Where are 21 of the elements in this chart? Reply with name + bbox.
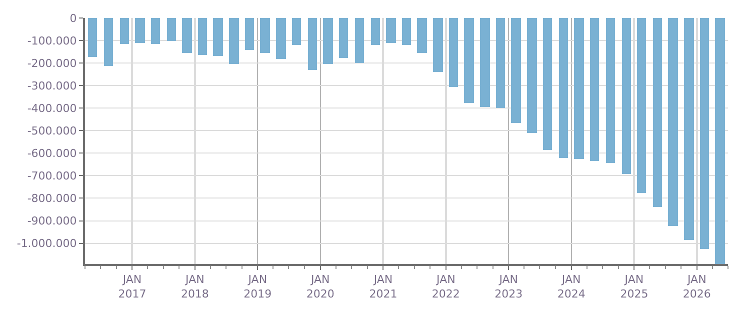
y-tick-label: -600.000 — [27, 147, 77, 160]
y-tick-label: -400.000 — [27, 102, 77, 115]
y-tick-label: -300.000 — [27, 79, 77, 92]
y-tick-label: -900.000 — [27, 214, 77, 228]
x-tick-label: JAN 2017 — [118, 273, 146, 300]
x-tick-label: JAN 2021 — [369, 273, 398, 300]
x-tick-label: JAN 2025 — [620, 273, 648, 300]
y-tick-label: -1.000.000 — [16, 237, 77, 250]
x-tick-label: JAN 2022 — [432, 273, 460, 300]
x-tick-label: JAN 2019 — [244, 273, 272, 300]
x-tick-label: JAN 2024 — [557, 273, 586, 300]
x-tick-label: JAN 2018 — [180, 273, 209, 300]
x-tick-label: JAN 2026 — [682, 273, 711, 300]
y-tick-label: -100.000 — [27, 34, 77, 48]
y-tick-label: -500.000 — [27, 124, 77, 138]
x-tick-label: JAN 2020 — [306, 273, 334, 300]
y-tick-label: 0 — [70, 12, 77, 25]
y-tick-label: -200.000 — [27, 56, 77, 70]
y-tick-label: -700.000 — [27, 170, 77, 183]
y-tick-label: -800.000 — [27, 192, 77, 206]
x-tick-label: JAN 2023 — [494, 273, 523, 300]
